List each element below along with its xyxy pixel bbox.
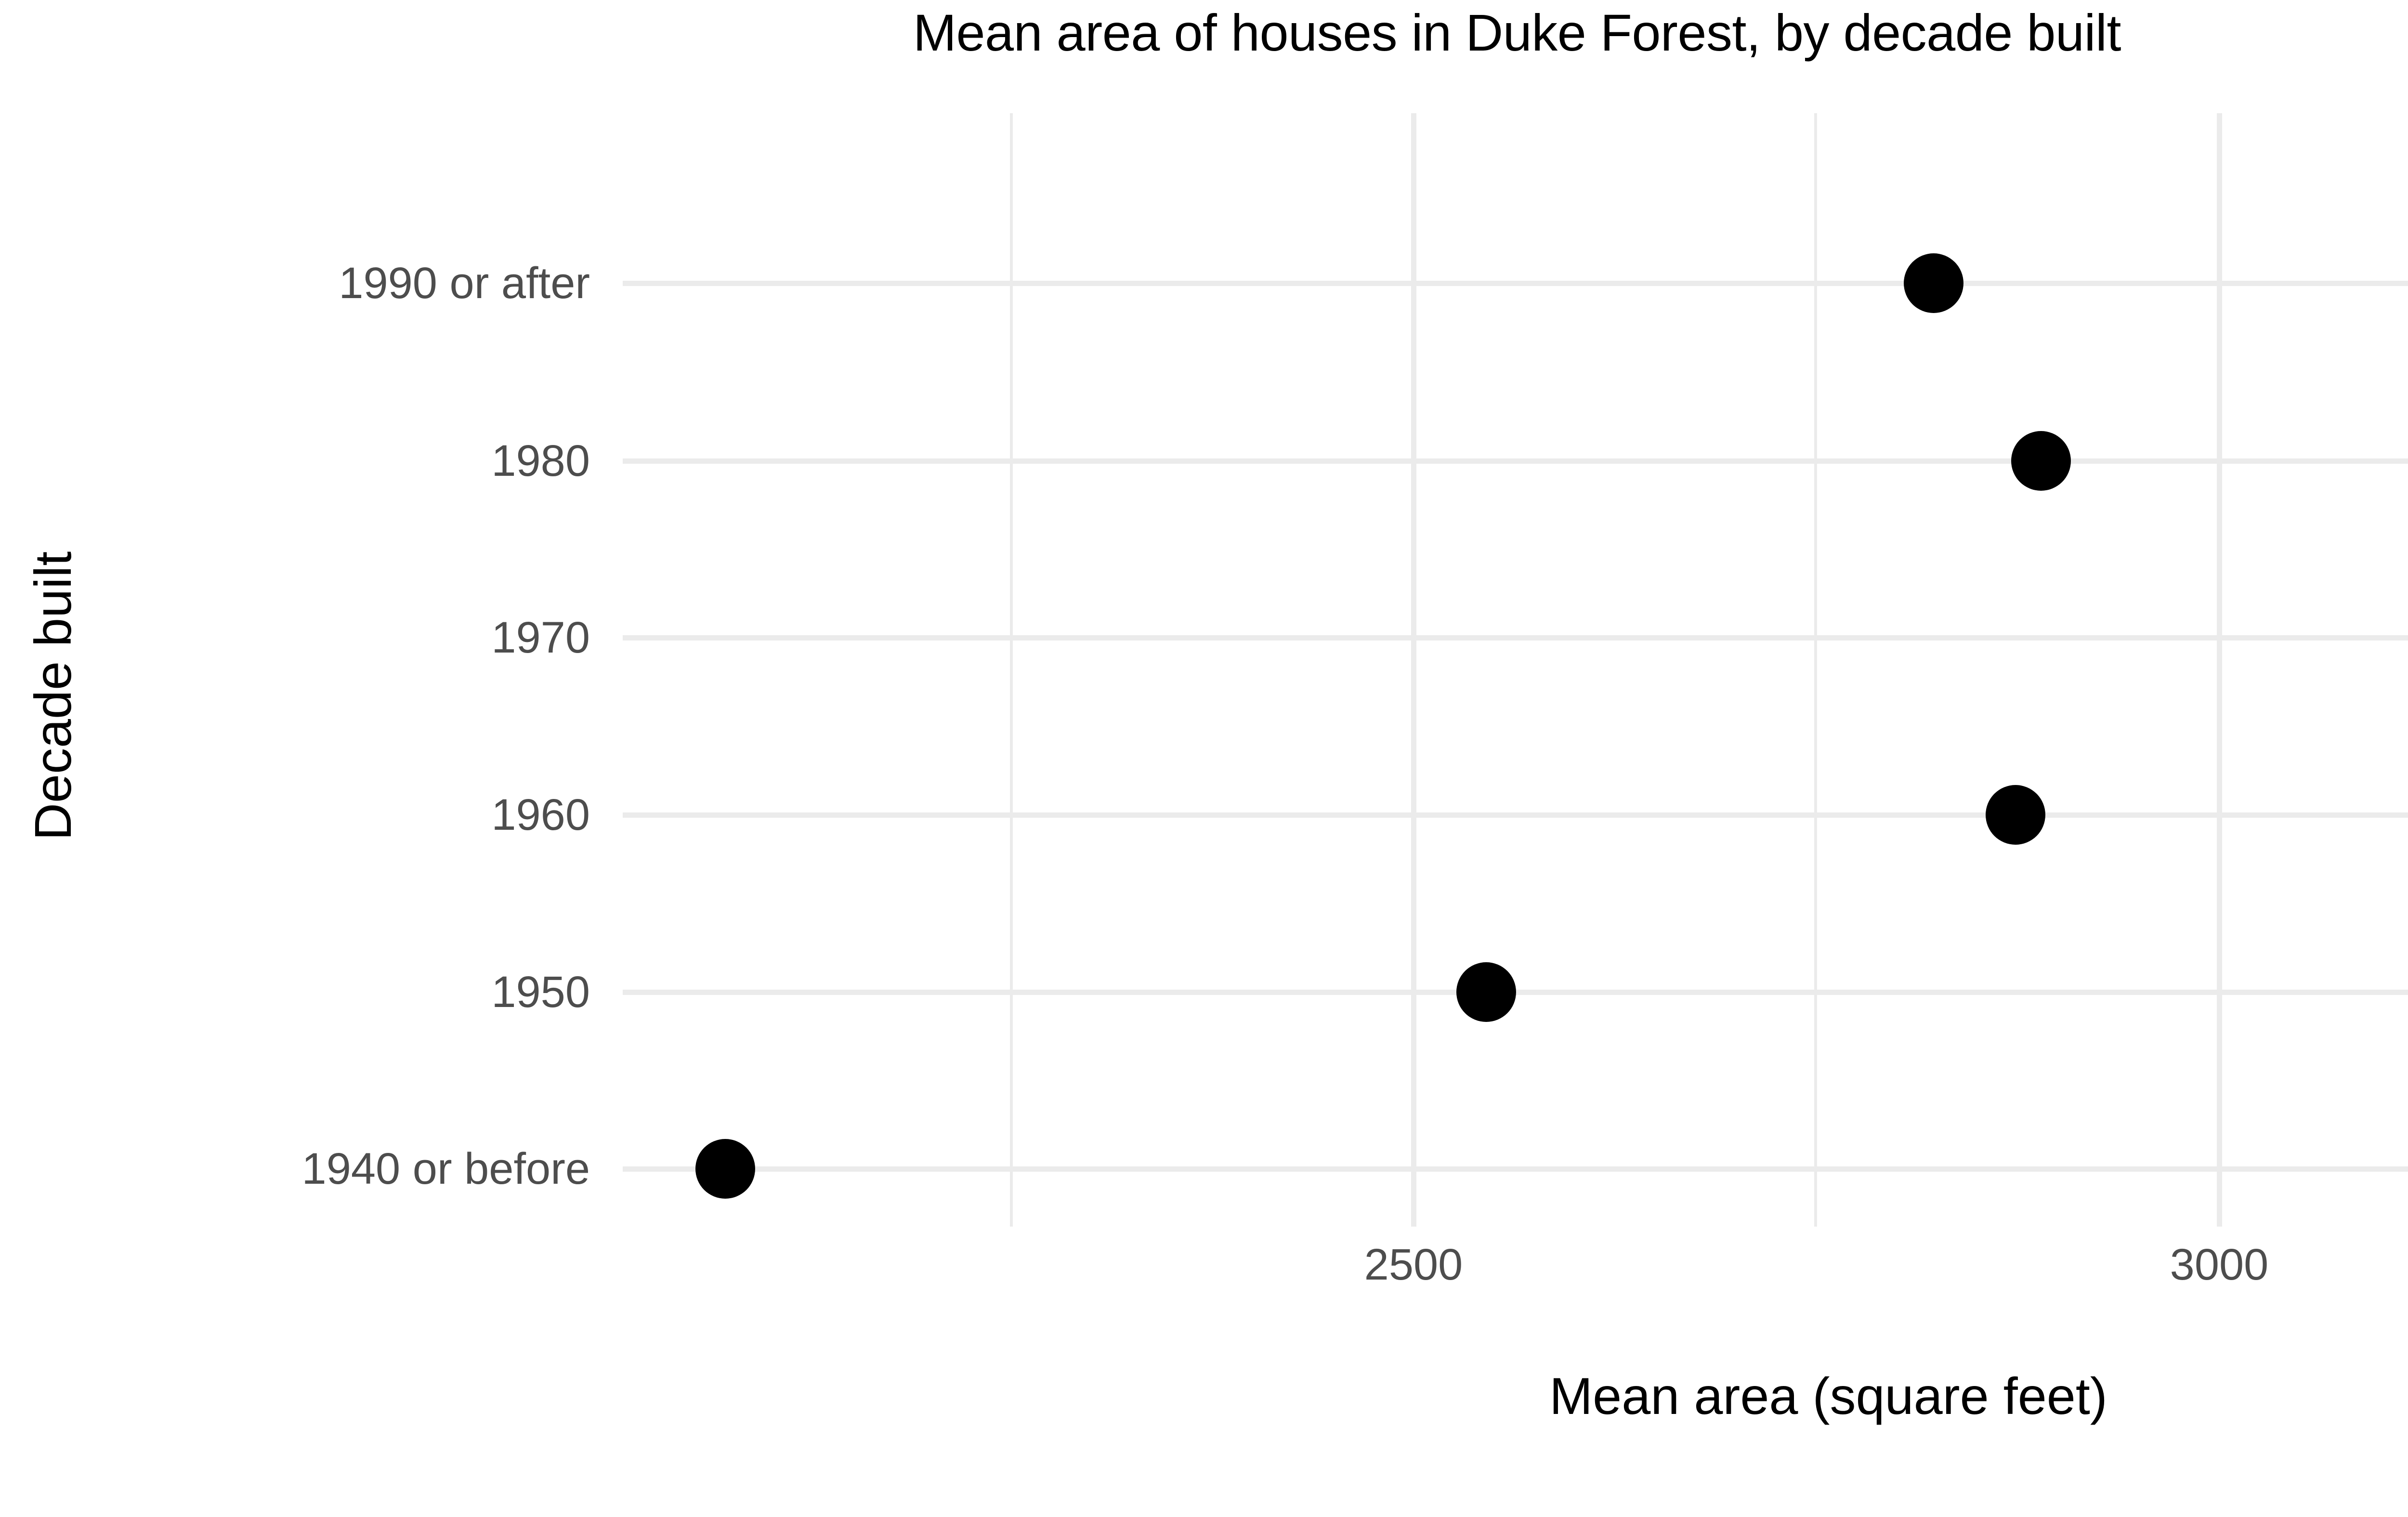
gridline-vertical-major-2500 [1411, 113, 1416, 1227]
y-tick-label-1970: 1970 [491, 613, 590, 662]
datapoint-1950[interactable] [1456, 962, 1516, 1022]
gridline-vertical-minor-2250 [1010, 113, 1013, 1227]
x-axis-tick-labels: 2500 3000 [623, 1242, 2408, 1305]
y-tick-label-1950: 1950 [491, 968, 590, 1017]
x-axis-title: Mean area (square feet) [1549, 1367, 2107, 1425]
plot-panel [623, 113, 2408, 1227]
gridline-horizontal-1960 [623, 812, 2408, 818]
gridline-vertical-major-3000 [2217, 113, 2222, 1227]
gridline-horizontal-1970 [623, 635, 2408, 641]
gridline-horizontal-1940-or-before [623, 1166, 2408, 1172]
chart-title: Mean area of houses in Duke Forest, by d… [913, 3, 2121, 62]
y-tick-label-1980: 1980 [491, 436, 590, 485]
datapoint-1980[interactable] [2011, 431, 2071, 491]
datapoint-1940-or-before[interactable] [695, 1139, 755, 1199]
datapoint-1990-or-after[interactable] [1904, 253, 1963, 313]
y-axis-tick-labels: 1990 or after 1980 1970 1960 1950 1940 o… [0, 113, 590, 1227]
gridline-horizontal-1980 [623, 458, 2408, 464]
gridline-vertical-minor-2750 [1814, 113, 1817, 1227]
y-tick-label-1960: 1960 [491, 790, 590, 839]
x-tick-label-3000: 3000 [2170, 1240, 2269, 1289]
y-tick-label-1990-or-after: 1990 or after [339, 259, 590, 308]
datapoint-1960[interactable] [1986, 785, 2045, 845]
y-tick-label-1940-or-before: 1940 or before [301, 1144, 590, 1193]
x-tick-label-2500: 2500 [1364, 1240, 1463, 1289]
gridline-horizontal-1990-or-after [623, 281, 2408, 286]
